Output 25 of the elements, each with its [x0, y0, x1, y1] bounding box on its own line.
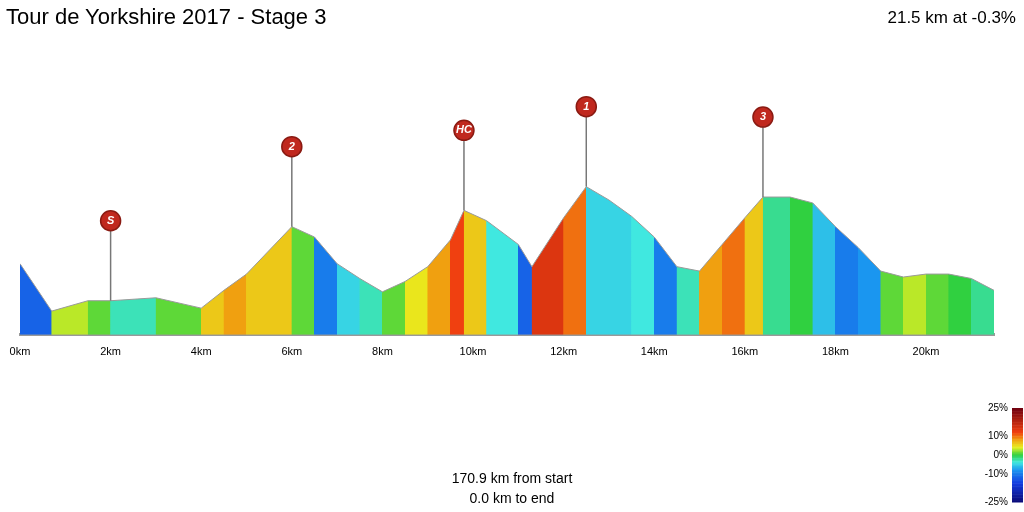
chart-title: Tour de Yorkshire 2017 - Stage 3 — [6, 4, 327, 30]
x-tick-label: 4km — [190, 345, 212, 358]
annotation: 1 — [583, 99, 590, 112]
text: 0.0 km to end — [468, 489, 556, 508]
color-bar-label: 10% — [987, 429, 1009, 441]
x-tick-label: 10km — [459, 345, 487, 358]
color-bar-label: -25% — [984, 495, 1009, 507]
color-bar-label: 0% — [993, 448, 1009, 460]
annotation: 2 — [287, 139, 295, 152]
color-bar-label: 25% — [987, 401, 1009, 413]
x-tick-label: 8km — [372, 345, 393, 358]
annotation: HC — [456, 123, 473, 136]
x-tick-label: 6km — [281, 345, 303, 358]
annotation: 3 — [759, 110, 767, 123]
annotation: S — [106, 213, 115, 226]
x-tick-label: 2km — [100, 345, 121, 358]
x-tick-label: 0km — [9, 345, 31, 358]
text: 170.9 km from start — [450, 469, 574, 488]
x-tick-label: 12km — [550, 345, 578, 358]
x-tick-label: 14km — [640, 345, 668, 358]
x-tick-label: 20km — [912, 345, 940, 358]
x-tick-label: 18km — [821, 345, 849, 358]
x-tick-label: 16km — [731, 345, 759, 358]
color-bar-label: -10% — [984, 467, 1009, 479]
text: 21.5 km at -0.3% — [887, 8, 1016, 28]
